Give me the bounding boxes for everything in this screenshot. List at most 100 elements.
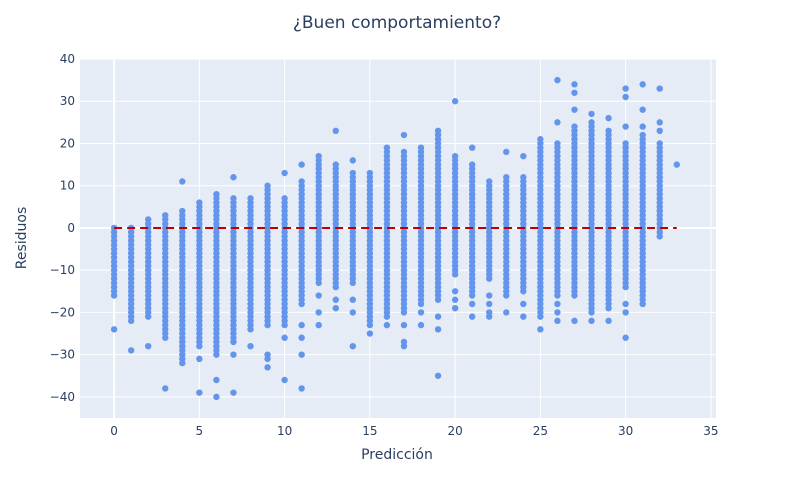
- data-point: [230, 174, 237, 181]
- data-point: [349, 157, 357, 164]
- data-point: [349, 309, 357, 316]
- data-point: [298, 351, 305, 358]
- data-point: [434, 127, 442, 134]
- data-point: [503, 148, 510, 156]
- data-point: [213, 376, 220, 384]
- y-tick-label: 30: [60, 94, 75, 108]
- data-point: [486, 178, 493, 185]
- data-point: [486, 300, 493, 308]
- data-point: [554, 317, 561, 325]
- data-point: [571, 89, 578, 96]
- data-point: [622, 93, 629, 101]
- data-point: [673, 161, 680, 168]
- data-point: [622, 123, 629, 130]
- data-point: [196, 355, 203, 363]
- data-point: [656, 140, 663, 147]
- data-point: [451, 288, 459, 295]
- data-point: [468, 161, 476, 168]
- data-point: [588, 110, 595, 118]
- plot-background: [80, 59, 716, 418]
- data-point: [451, 296, 459, 303]
- data-point: [162, 385, 169, 392]
- data-point: [656, 119, 663, 126]
- data-point: [639, 288, 646, 295]
- data-point: [554, 76, 561, 84]
- y-axis-title: Residuos: [14, 207, 30, 270]
- data-point: [434, 372, 442, 379]
- data-point: [349, 169, 357, 177]
- data-point: [520, 174, 527, 181]
- data-point: [520, 152, 527, 160]
- data-point: [349, 343, 357, 350]
- data-point: [264, 355, 271, 363]
- data-point: [298, 334, 305, 341]
- data-point: [400, 148, 408, 156]
- data-point: [179, 178, 186, 185]
- data-point: [639, 106, 646, 113]
- data-point: [281, 334, 288, 341]
- data-point: [145, 343, 152, 350]
- data-point: [230, 351, 237, 358]
- data-point: [332, 304, 339, 312]
- x-tick-label: 10: [277, 424, 292, 438]
- data-point: [656, 85, 663, 92]
- data-point: [656, 207, 663, 215]
- y-tick-label: −30: [50, 348, 75, 362]
- data-point: [537, 326, 544, 333]
- data-point: [520, 300, 527, 308]
- data-point: [383, 321, 391, 329]
- data-point: [213, 190, 220, 198]
- data-point: [520, 313, 527, 320]
- data-point: [605, 317, 612, 325]
- y-tick-label: −10: [50, 263, 75, 277]
- data-point: [571, 106, 578, 113]
- data-point: [332, 161, 339, 168]
- data-point: [468, 300, 476, 308]
- data-point: [315, 309, 322, 316]
- data-point: [196, 199, 203, 206]
- y-axis-ticks: −40 −30 −20 −10 0 10 20 30 40: [50, 52, 75, 404]
- data-point: [639, 123, 646, 130]
- y-tick-label: 20: [60, 136, 75, 150]
- data-point: [434, 313, 442, 320]
- data-point: [451, 304, 459, 312]
- y-tick-label: −40: [50, 390, 75, 404]
- data-point: [571, 81, 578, 88]
- data-point: [349, 296, 357, 303]
- data-point: [434, 326, 442, 333]
- data-point: [247, 343, 254, 350]
- data-point: [145, 216, 152, 223]
- data-point: [622, 334, 629, 341]
- data-point: [486, 313, 493, 320]
- data-point: [417, 144, 425, 151]
- data-point: [503, 174, 510, 181]
- data-point: [230, 389, 237, 396]
- data-point: [298, 178, 305, 185]
- y-tick-label: 0: [67, 221, 75, 235]
- data-point: [264, 182, 271, 189]
- data-point: [281, 376, 288, 384]
- data-point: [332, 127, 339, 134]
- data-point: [298, 161, 305, 168]
- data-points: [110, 76, 680, 401]
- data-point: [383, 144, 391, 151]
- x-axis-ticks: 0 5 10 15 20 25 30 35: [110, 424, 718, 438]
- data-point: [554, 140, 561, 147]
- data-point: [622, 300, 629, 308]
- data-point: [639, 81, 646, 88]
- x-tick-label: 35: [703, 424, 718, 438]
- x-tick-label: 25: [533, 424, 548, 438]
- data-point: [537, 136, 544, 143]
- data-point: [400, 343, 408, 350]
- data-point: [468, 144, 476, 151]
- data-point: [451, 152, 459, 160]
- data-point: [281, 169, 288, 177]
- x-tick-label: 30: [618, 424, 633, 438]
- data-point: [247, 195, 254, 202]
- data-point: [110, 326, 118, 333]
- data-point: [400, 321, 408, 329]
- data-point: [588, 119, 595, 126]
- data-point: [230, 195, 237, 202]
- chart-title: ¿Buen comportamiento?: [293, 13, 501, 33]
